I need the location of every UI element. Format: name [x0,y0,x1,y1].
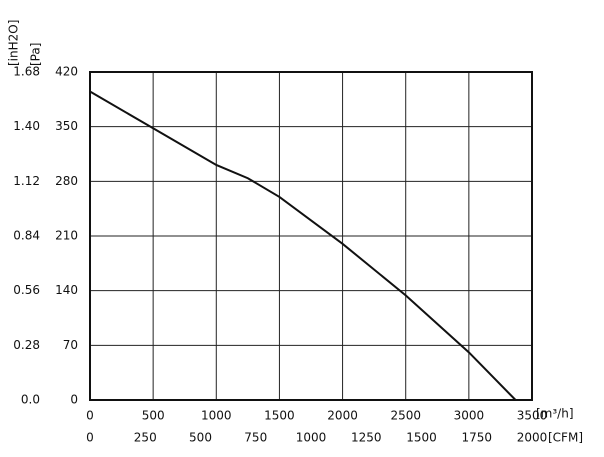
y2-tick-label: 0.84 [13,229,40,243]
y2-tick-label: 1.68 [13,65,40,79]
x-tick-label: 0 [86,409,94,423]
curve [89,90,517,401]
x2-axis-label: [CFM] [548,431,583,445]
x2-tick-label: 1750 [461,431,492,445]
x-tick-label: 2500 [390,409,421,423]
x2-tick-label: 1250 [351,431,382,445]
x-axis-label: [m³/h] [536,407,574,421]
y-tick-label: 420 [55,65,78,79]
y2-tick-label: 0.28 [13,338,40,352]
x2-tick-label: 0 [86,431,94,445]
x2-tick-label: 2000 [517,431,548,445]
x2-tick-label: 1500 [406,431,437,445]
y-tick-label: 0 [70,393,78,407]
x-tick-label: 2000 [327,409,358,423]
y2-tick-label: 0.56 [13,283,40,297]
x-tick-label: 3500 [517,409,548,423]
x-tick-label: 1000 [201,409,232,423]
y2-axis-label: [inH2O] [7,20,21,66]
x-tick-label: 3000 [454,409,485,423]
y2-tick-label: 1.40 [13,119,40,133]
y2-tick-label: 0.0 [21,393,40,407]
x-tick-label: 1500 [264,409,295,423]
y2-tick-label: 1.12 [13,174,40,188]
y-tick-label: 70 [63,338,78,352]
y-tick-label: 210 [55,229,78,243]
x2-tick-label: 1000 [296,431,327,445]
y-tick-label: 140 [55,283,78,297]
x-tick-label: 500 [142,409,165,423]
x2-tick-label: 750 [244,431,267,445]
plot-frame [89,71,533,401]
y-tick-label: 350 [55,119,78,133]
x2-tick-label: 500 [189,431,212,445]
x2-tick-label: 250 [134,431,157,445]
y-tick-label: 280 [55,174,78,188]
y-axis-label: [Pa] [29,43,43,66]
